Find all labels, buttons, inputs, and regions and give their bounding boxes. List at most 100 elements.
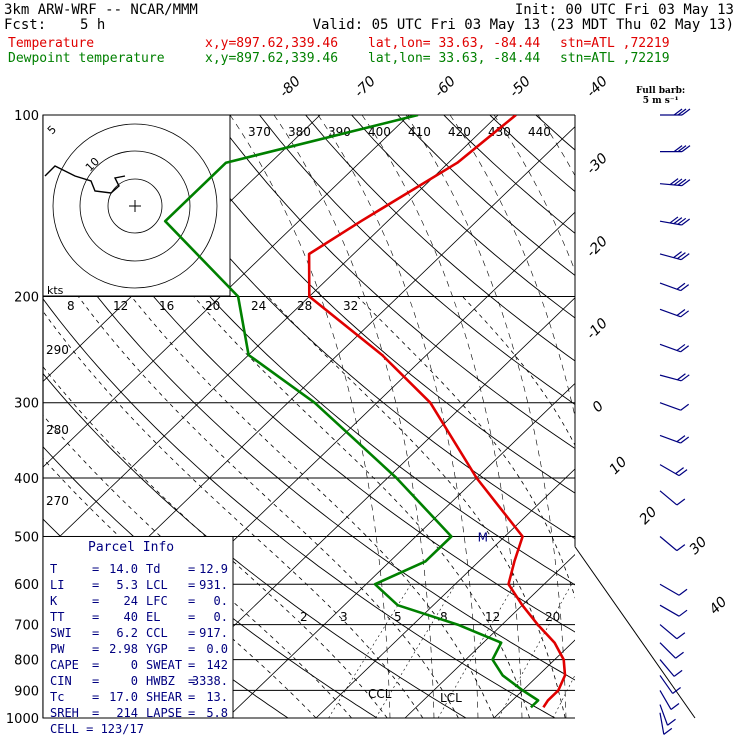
speed-tick-label: 28 <box>297 299 312 313</box>
dew-stn: stn=ATL ,72219 <box>560 51 670 66</box>
init-time: Init: 00 UTC Fri 03 May 13 <box>514 2 734 18</box>
parcel-param-name: EL <box>146 610 160 624</box>
moist-adiabat <box>462 296 575 447</box>
isotherm-label: -40 <box>584 73 612 101</box>
parcel-info-frame <box>42 535 234 719</box>
isotherm <box>43 115 499 554</box>
theta-e-label: 410 <box>408 125 431 139</box>
dewpoint-line <box>163 115 540 709</box>
parcel-equals: = <box>188 690 195 704</box>
parcel-param-name: SREH <box>50 706 79 720</box>
wind-barb-flag <box>676 343 686 351</box>
wind-barb-shaft <box>659 659 675 677</box>
parcel-param-value: 0 <box>131 658 138 672</box>
dry-adiabat <box>397 115 575 277</box>
wind-barb-flag <box>676 498 686 506</box>
parcel-equals: = <box>92 594 99 608</box>
wind-barb-flag <box>680 310 690 318</box>
parcel-param-name: TT <box>50 610 64 624</box>
wind-barb-flag <box>676 632 686 640</box>
parcel-param-value: 12.9 <box>199 562 228 576</box>
wind-barb-flag <box>677 252 686 260</box>
moist-adiabat <box>576 297 672 719</box>
pressure-tick-label: 200 <box>14 291 39 306</box>
parcel-param-name: CIN <box>50 674 72 688</box>
parcel-param-value: 0.0 <box>206 642 228 656</box>
parcel-param-value: 17.0 <box>109 690 138 704</box>
parcel-equals: = <box>188 562 195 576</box>
moist-adiabat <box>267 296 566 718</box>
mixing-ratio-label: 2 <box>300 610 308 624</box>
wind-barb-flag <box>681 145 691 153</box>
parcel-param-name: CAPE <box>50 658 79 672</box>
parcel-param-value: 14.0 <box>109 562 138 576</box>
theta-e-label: 440 <box>528 125 551 139</box>
isotherm <box>137 297 575 718</box>
wind-barb-shaft <box>659 675 674 694</box>
parcel-info-title: Parcel Info <box>88 540 174 555</box>
pressure-tick-label: 900 <box>14 684 39 699</box>
parcel-param-name: Td <box>146 562 160 576</box>
wind-barb-shaft <box>659 536 678 552</box>
temp-stn: stn=ATL ,72219 <box>560 36 670 51</box>
theta-e-label: 380 <box>288 125 311 139</box>
isotherm <box>404 553 575 718</box>
mixing-ratio-label: 8 <box>440 610 448 624</box>
parcel-param-name: Tc <box>50 690 64 704</box>
wind-barb-shaft <box>659 604 680 617</box>
mixing-ratio-label: 5 <box>394 610 402 624</box>
parcel-param-value: 6.2 <box>116 626 138 640</box>
wind-barb-shaft <box>659 690 672 710</box>
dry-adiabat <box>167 115 575 494</box>
dry-adiabat <box>213 115 575 450</box>
parcel-equals: = <box>92 626 99 640</box>
wind-barb-flag <box>677 178 687 186</box>
parcel-param-name: YGP <box>146 642 168 656</box>
wind-barb-flag <box>677 145 687 153</box>
pressure-tick-label: 500 <box>14 530 39 545</box>
parcel-param-value: 5.3 <box>116 578 138 592</box>
wind-barb-shaft <box>659 490 678 506</box>
pressure-tick-label: 300 <box>14 397 39 412</box>
parcel-param-value: 2.98 <box>109 642 138 656</box>
parcel-equals: = <box>188 594 195 608</box>
speed-tick-label: 16 <box>159 299 174 313</box>
dry-adiabat <box>443 115 575 234</box>
isotherm-label: -50 <box>507 73 535 101</box>
parcel-param-value: 5.8 <box>206 706 228 720</box>
wind-barb-flag <box>672 686 681 694</box>
marker-label: M <box>478 530 488 544</box>
wind-barbs <box>659 108 691 735</box>
wind-barb-flag <box>673 251 682 259</box>
parcel-level-label: CCL <box>368 687 392 701</box>
wind-barb-flag <box>673 669 683 677</box>
dewpoint-legend: Dewpoint temperature <box>8 51 165 66</box>
isotherm <box>672 115 740 718</box>
hodograph-trace <box>44 165 126 194</box>
theta-e-curve <box>537 115 575 177</box>
wind-barb-flag <box>678 588 688 596</box>
speed-tick-label: 12 <box>113 299 128 313</box>
wind-barb-flag <box>677 373 686 381</box>
isotherm-label: 10 <box>607 454 631 478</box>
dry-adiabat <box>628 115 740 718</box>
temp-xy: x,y=897.62,339.46 <box>205 36 339 51</box>
barb-legend-line1: Full barb: <box>636 86 686 96</box>
mixing-ratio-label: 3 <box>340 610 348 624</box>
parcel-param-name: CCL <box>146 626 168 640</box>
barb-legend-line2: 5 m s⁻¹ <box>642 96 679 106</box>
dry-adiabat <box>120 115 575 540</box>
theta-e-label: 430 <box>488 125 511 139</box>
parcel-param-name: SWI <box>50 626 72 640</box>
parcel-param-value: 13. <box>206 690 228 704</box>
dry-adiabat <box>43 372 467 718</box>
wind-barb-flag <box>669 178 679 186</box>
pressure-tick-label: 400 <box>14 472 39 487</box>
theta-e-label: 400 <box>368 125 391 139</box>
dry-adiabat <box>582 115 740 718</box>
theta-e-curve <box>405 115 567 718</box>
wind-barb-flag <box>681 218 691 226</box>
wind-barb-flag <box>673 145 683 153</box>
parcel-param-name: LCL <box>146 578 168 592</box>
